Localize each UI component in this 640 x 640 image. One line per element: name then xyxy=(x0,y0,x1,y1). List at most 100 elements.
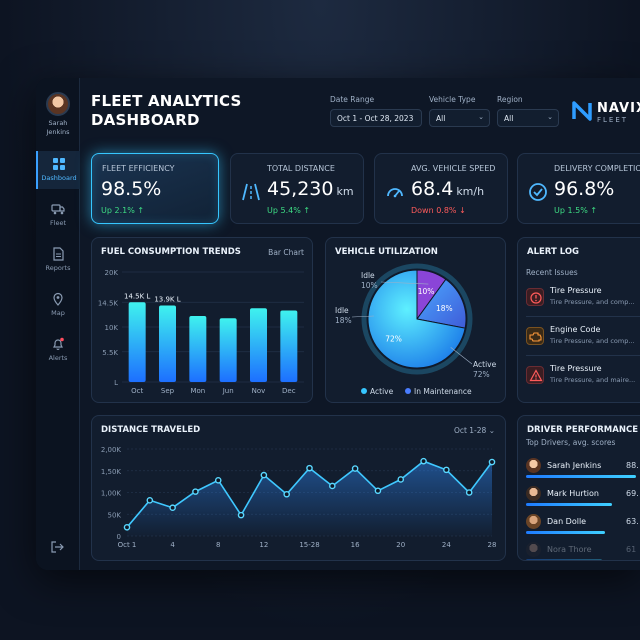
driver-score: 69. xyxy=(626,489,639,498)
x-tick-label: 12 xyxy=(259,541,268,549)
data-point xyxy=(192,488,199,495)
nav-reports[interactable]: Reports xyxy=(36,241,80,279)
y-tick-label: 5.5K xyxy=(102,349,118,357)
grid-icon xyxy=(53,158,65,170)
x-tick-label: 8 xyxy=(216,541,220,549)
callout-line xyxy=(380,281,429,285)
data-point xyxy=(443,466,450,474)
avatar xyxy=(526,514,541,529)
user-name: Sarah Jenkins xyxy=(36,119,80,137)
data-point xyxy=(306,464,313,472)
driver-row[interactable]: Dan Dolle 63. xyxy=(526,514,640,538)
callout-value: 10% xyxy=(361,281,378,290)
score-bar xyxy=(526,503,613,506)
driver-performance-card: DRIVER PERFORMANCE Top Drivers, avg. sco… xyxy=(517,415,640,561)
nav-map[interactable]: Map xyxy=(36,286,80,324)
brand-name: NAVIX xyxy=(597,101,640,116)
data-point xyxy=(488,458,496,466)
score-bar xyxy=(526,475,636,478)
slice-label: 10% xyxy=(418,287,435,296)
data-point xyxy=(351,465,359,472)
user-first-name: Sarah xyxy=(48,119,68,127)
y-tick-label: L xyxy=(114,379,118,387)
alert-title: Tire Pressure xyxy=(550,364,602,373)
data-point xyxy=(420,457,427,465)
region-value: All xyxy=(504,114,514,123)
kpi-value: 98.5% xyxy=(101,178,161,200)
driver-score: 63. xyxy=(626,517,639,526)
nav-map-label: Map xyxy=(51,309,65,317)
driver-name: Mark Hurtion xyxy=(547,489,599,498)
x-tick-label: Jun xyxy=(222,387,234,395)
y-tick-label: 14.5K xyxy=(98,299,119,307)
alert-icon-box xyxy=(526,366,544,384)
driver-row[interactable]: Nora Thore 61 xyxy=(526,542,640,560)
alert-item[interactable]: Engine Code Tire Pressure, and comp... xyxy=(526,323,640,353)
sidebar: Sarah Jenkins Dashboard Fleet Reports Map… xyxy=(36,78,80,570)
nav-alerts[interactable]: Alerts xyxy=(36,331,80,369)
kpi-fleet-efficiency[interactable]: FLEET EFFICIENCY 98.5% Up 2.1% ↑ xyxy=(91,153,219,224)
driver-name: Dan Dolle xyxy=(547,517,587,526)
distance-range-select[interactable]: Oct 1-28 ⌄ xyxy=(454,426,495,435)
region-select[interactable]: All ⌄ xyxy=(497,109,559,127)
fuel-bar-chart: L 5.5K 10K 14.5K 20K Oct 14.5K L Sep 13.9K L Mon J… xyxy=(98,269,304,395)
y-tick-label: 20K xyxy=(105,269,119,277)
x-tick-label: 4 xyxy=(170,541,175,549)
alert-item[interactable]: Tire Pressure Tire Pressure, and maire..… xyxy=(526,362,640,392)
legend-label-maintenance: In Maintenance xyxy=(414,387,472,396)
kpi-unit: km/h xyxy=(456,185,485,198)
pie-slice-idle xyxy=(416,278,467,329)
alert-icon-box xyxy=(526,288,544,306)
alert-item[interactable]: Tire Pressure Tire Pressure, and comp... xyxy=(526,284,640,314)
callout-line xyxy=(450,347,473,365)
nav-fleet[interactable]: Fleet xyxy=(36,196,80,234)
avatar xyxy=(526,542,541,557)
chevron-down-icon: ⌄ xyxy=(488,426,495,435)
bar xyxy=(219,318,237,382)
x-tick-label: 20 xyxy=(396,541,405,549)
data-point xyxy=(146,497,154,504)
card-title: DRIVER PERFORMANCE xyxy=(527,425,639,435)
bar xyxy=(250,308,267,382)
card-subtitle: Top Drivers, avg. scores xyxy=(526,438,616,447)
chevron-down-icon: ⌄ xyxy=(478,113,484,121)
data-label: 13.9K L xyxy=(154,296,180,304)
bar xyxy=(280,310,298,382)
distance-line-chart: 0 50K 1,00K 1,50K 2,00K Oct 1 4 8 12 15-28 16 20 24 2… xyxy=(101,446,497,549)
driver-row[interactable]: Mark Hurtion 69. xyxy=(526,486,640,510)
check-circle-icon xyxy=(529,183,547,201)
kpi-value-number: 68.4 xyxy=(411,178,454,200)
data-point xyxy=(329,482,336,490)
y-tick-label: 1,00K xyxy=(101,490,122,498)
driver-row[interactable]: Sarah Jenkins 88. xyxy=(526,458,640,482)
logout-icon[interactable] xyxy=(50,540,64,554)
legend-label-active: Active xyxy=(370,387,394,396)
kpi-delta: Up 5.4% ↑ xyxy=(267,206,311,215)
date-range-label: Date Range xyxy=(330,95,375,104)
y-tick-label: 2,00K xyxy=(101,446,122,454)
brand-sub: FLEET xyxy=(597,116,629,124)
title-line-1: FLEET ANALYTICS xyxy=(91,92,242,110)
data-point xyxy=(260,471,268,479)
data-point xyxy=(169,504,176,512)
nav-dashboard[interactable]: Dashboard xyxy=(36,151,80,189)
kpi-label: AVG. VEHICLE SPEED xyxy=(411,164,496,173)
kpi-value-number: 96.8% xyxy=(554,178,615,200)
avatar[interactable] xyxy=(46,92,70,116)
user-last-name: Jenkins xyxy=(46,128,70,136)
y-tick-label: 10K xyxy=(105,324,119,332)
fuel-consumption-card: FUEL CONSUMPTION TRENDS Bar Chart L 5.5K 1… xyxy=(91,237,313,403)
kpi-delivery-completion[interactable]: DELIVERY COMPLETION 96.8% Up 1.5% ↑ xyxy=(517,153,640,224)
vehicle-type-select[interactable]: All ⌄ xyxy=(429,109,490,127)
kpi-avg-speed[interactable]: AVG. VEHICLE SPEED 68.4 km/h Down 0.8% ↓ xyxy=(374,153,508,224)
chart-type-label[interactable]: Bar Chart xyxy=(268,248,304,257)
data-point xyxy=(214,477,222,484)
date-range-select[interactable]: Oct 1 - Oct 28, 2023 xyxy=(330,109,422,127)
kpi-total-distance[interactable]: TOTAL DISTANCE 45,230 km Up 5.4% ↑ xyxy=(230,153,364,224)
callout-name: Idle xyxy=(361,271,375,280)
data-point xyxy=(374,487,382,495)
divider xyxy=(526,355,640,356)
nav-fleet-label: Fleet xyxy=(49,219,67,227)
alert-log-card: ALERT LOG Recent Issues Tire Pressure Ti… xyxy=(517,237,640,403)
area-fill xyxy=(127,461,492,536)
